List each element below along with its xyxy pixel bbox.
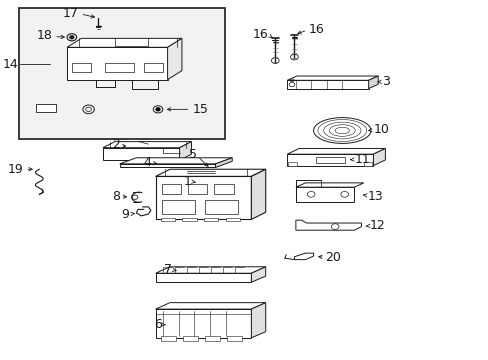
Text: 16: 16 bbox=[308, 23, 324, 36]
Polygon shape bbox=[295, 183, 363, 187]
Bar bbox=[203, 218, 218, 221]
Polygon shape bbox=[215, 158, 232, 167]
Text: 13: 13 bbox=[367, 190, 383, 203]
Text: 5: 5 bbox=[189, 148, 197, 161]
Polygon shape bbox=[155, 267, 265, 273]
Bar bbox=[226, 336, 242, 341]
Polygon shape bbox=[294, 253, 313, 260]
Bar bbox=[225, 218, 240, 221]
Bar bbox=[188, 184, 207, 194]
Polygon shape bbox=[286, 80, 368, 89]
Text: 14: 14 bbox=[2, 58, 18, 71]
Polygon shape bbox=[167, 39, 182, 80]
Polygon shape bbox=[67, 47, 167, 80]
Bar bbox=[183, 336, 198, 341]
Polygon shape bbox=[155, 309, 251, 338]
Polygon shape bbox=[155, 273, 251, 282]
Polygon shape bbox=[373, 148, 385, 166]
Bar bbox=[315, 157, 344, 163]
Bar bbox=[143, 63, 163, 72]
Text: 19: 19 bbox=[7, 163, 23, 176]
Polygon shape bbox=[286, 76, 377, 80]
Bar bbox=[363, 162, 372, 166]
Polygon shape bbox=[286, 148, 385, 154]
Text: 15: 15 bbox=[192, 103, 208, 116]
Bar bbox=[72, 63, 91, 72]
Bar bbox=[162, 200, 195, 214]
Text: 2: 2 bbox=[112, 138, 120, 151]
Bar bbox=[161, 336, 176, 341]
Text: 12: 12 bbox=[369, 219, 385, 233]
Text: 1: 1 bbox=[183, 175, 191, 188]
Text: 4: 4 bbox=[142, 156, 150, 169]
Bar bbox=[214, 184, 233, 194]
Bar bbox=[287, 162, 296, 166]
Text: 11: 11 bbox=[353, 153, 369, 166]
Polygon shape bbox=[295, 220, 361, 230]
Text: 16: 16 bbox=[252, 28, 267, 41]
Text: 7: 7 bbox=[164, 263, 172, 276]
Text: 10: 10 bbox=[373, 123, 388, 136]
Text: 18: 18 bbox=[37, 29, 53, 42]
Text: 8: 8 bbox=[111, 190, 120, 203]
Bar bbox=[182, 218, 196, 221]
Polygon shape bbox=[368, 76, 377, 89]
Polygon shape bbox=[120, 158, 232, 164]
Polygon shape bbox=[155, 303, 265, 309]
Polygon shape bbox=[286, 154, 373, 166]
Polygon shape bbox=[179, 141, 191, 160]
Polygon shape bbox=[251, 303, 265, 338]
Text: 3: 3 bbox=[381, 75, 389, 88]
Text: 17: 17 bbox=[63, 7, 79, 20]
Text: 9: 9 bbox=[121, 208, 129, 221]
Polygon shape bbox=[251, 267, 265, 282]
Circle shape bbox=[156, 108, 160, 111]
Circle shape bbox=[70, 36, 74, 39]
Polygon shape bbox=[120, 164, 215, 167]
Bar bbox=[204, 336, 220, 341]
Bar bbox=[36, 104, 56, 112]
Bar bbox=[161, 218, 175, 221]
Polygon shape bbox=[103, 148, 179, 160]
Bar bbox=[19, 8, 224, 139]
Bar bbox=[105, 63, 134, 72]
Polygon shape bbox=[251, 169, 265, 220]
Text: 20: 20 bbox=[325, 251, 341, 264]
Polygon shape bbox=[155, 176, 251, 220]
Ellipse shape bbox=[313, 118, 370, 143]
Polygon shape bbox=[295, 187, 353, 202]
Polygon shape bbox=[67, 39, 182, 47]
Polygon shape bbox=[103, 141, 191, 148]
Bar bbox=[204, 200, 238, 214]
Text: 6: 6 bbox=[154, 318, 162, 331]
Polygon shape bbox=[155, 169, 265, 176]
Bar bbox=[162, 184, 181, 194]
